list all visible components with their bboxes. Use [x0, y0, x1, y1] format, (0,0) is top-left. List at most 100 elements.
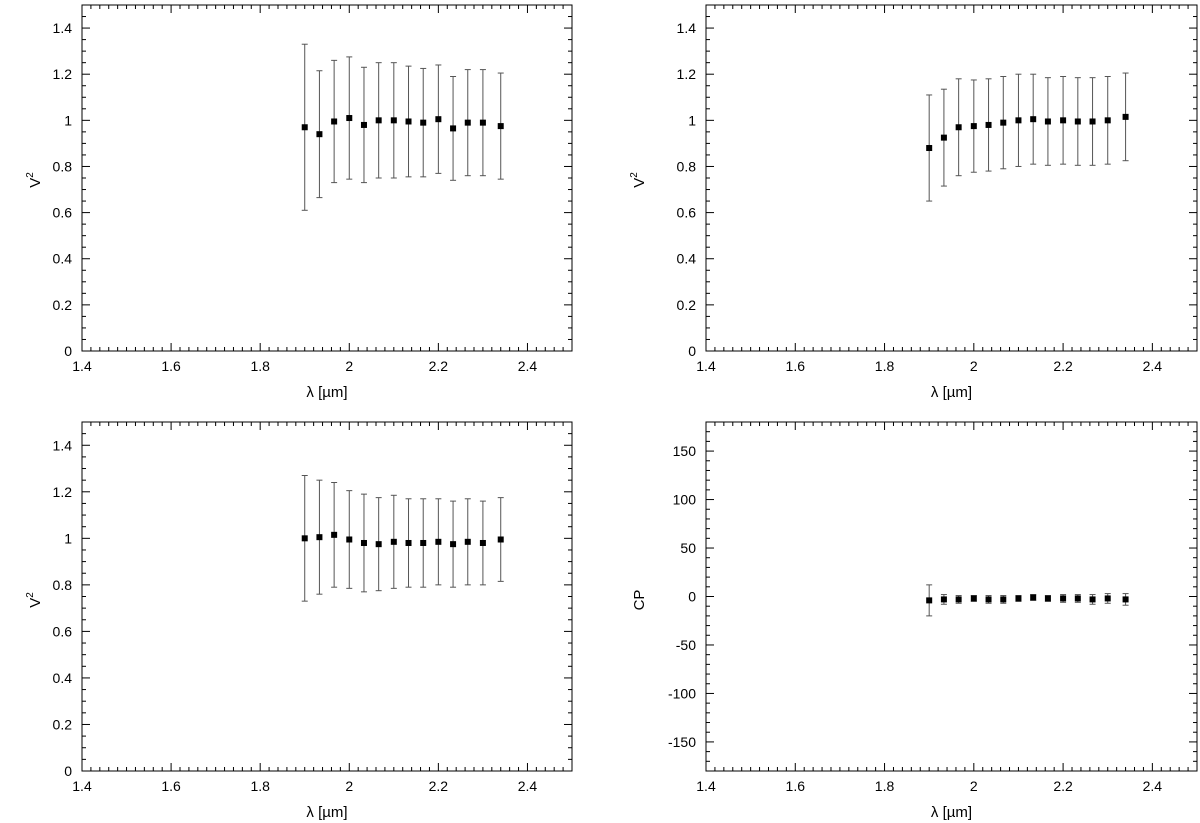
x-tick-label: 2: [345, 778, 353, 794]
y-tick-label: 0: [64, 343, 72, 359]
x-tick-label: 2.4: [1143, 778, 1163, 794]
x-axis-label: λ [µm]: [931, 384, 972, 401]
data-point: [1060, 117, 1067, 124]
x-tick-label: 2.4: [1143, 358, 1163, 374]
x-tick-label: 1.8: [250, 358, 270, 374]
y-tick-label: 1: [688, 112, 696, 128]
x-tick-label: 2.2: [1053, 358, 1073, 374]
x-tick-label: 1.4: [696, 778, 716, 794]
y-tick-label: 0.4: [53, 670, 73, 686]
x-tick-label: 1.4: [72, 358, 92, 374]
chart-panel-top-left: 1.4 1.6 1.8 2 2.2 2.4 0 0.2 0.4 0.6 0.8 1 1.2 1.4 λ [µ…: [25, 4, 573, 401]
data-point: [1015, 117, 1022, 124]
x-tick-label: 1.6: [786, 358, 806, 374]
data-point: [390, 117, 397, 124]
chart-panel-top-right: 1.4 1.6 1.8 2 2.2 2.4 0 0.2 0.4 0.6 0.8 1 1.2 1.4 λ [µ…: [629, 4, 1198, 401]
data-point: [450, 541, 457, 548]
data-point: [940, 596, 947, 603]
x-tick-label: 1.8: [875, 358, 895, 374]
y-tick-label: 1.2: [53, 484, 73, 500]
data-point: [985, 121, 992, 128]
data-point: [301, 124, 308, 131]
data-point: [331, 118, 338, 125]
x-tick-label: 1.4: [696, 358, 716, 374]
chart-panel-bottom-right: 1.4 1.6 1.8 2 2.2 2.4 -150 -100 -50 0 50 100 150 λ [µ…: [631, 421, 1198, 821]
y-axis-label: CP: [631, 590, 648, 611]
data-point: [420, 119, 427, 126]
data-point: [375, 541, 382, 548]
data-point: [1122, 596, 1129, 603]
data-point: [1074, 595, 1081, 602]
data-point: [1000, 119, 1007, 126]
y-tick-label: 100: [673, 492, 697, 508]
y-tick-label: 0.4: [53, 251, 73, 267]
y-tick-label: 0: [688, 343, 696, 359]
y-axis-label: V2: [25, 592, 44, 608]
data-point: [1074, 118, 1081, 125]
y-tick-label: 0.2: [677, 297, 697, 313]
data-point: [464, 538, 471, 545]
x-tick-label: 2.4: [518, 778, 538, 794]
y-tick-label: -100: [668, 685, 696, 701]
data-point: [970, 123, 977, 130]
data-point: [940, 134, 947, 141]
y-tick-label: 0.6: [677, 205, 697, 221]
data-point: [1015, 595, 1022, 602]
y-tick-label: 0.8: [677, 158, 697, 174]
y-tick-label: 1.4: [53, 20, 73, 36]
y-tick-label: 1.2: [53, 66, 73, 82]
data-point: [1060, 595, 1067, 602]
data-point: [405, 539, 412, 546]
data-point: [316, 131, 323, 138]
plot-frame: [705, 4, 1198, 352]
data-point: [1089, 596, 1096, 603]
y-tick-label: 150: [673, 443, 697, 459]
y-tick-label: 0: [688, 589, 696, 605]
data-point: [390, 538, 397, 545]
y-tick-label: 1.4: [677, 20, 697, 36]
data-point: [1089, 118, 1096, 125]
data-point: [1044, 118, 1051, 125]
data-point: [435, 116, 442, 123]
data-point: [435, 538, 442, 545]
data-point: [479, 539, 486, 546]
data-point: [1104, 595, 1111, 602]
x-tick-label: 1.6: [786, 778, 806, 794]
data-point: [1000, 596, 1007, 603]
y-tick-label: 1: [64, 112, 72, 128]
x-axis-label: λ [µm]: [306, 384, 347, 401]
data-point: [346, 115, 353, 122]
y-tick-label: 0.6: [53, 205, 73, 221]
x-tick-label: 2: [345, 358, 353, 374]
data-point: [331, 531, 338, 538]
x-tick-label: 1.8: [250, 778, 270, 794]
y-tick-label: 0.2: [53, 297, 73, 313]
x-tick-label: 2: [970, 358, 978, 374]
data-point: [955, 124, 962, 131]
x-axis-label: λ [µm]: [931, 804, 972, 821]
data-point: [970, 595, 977, 602]
y-tick-label: 0: [64, 763, 72, 779]
x-tick-label: 2.2: [429, 358, 449, 374]
y-tick-label: 0.8: [53, 158, 73, 174]
x-tick-label: 1.6: [161, 358, 181, 374]
y-tick-label: 1: [64, 530, 72, 546]
y-tick-label: 0.4: [677, 251, 697, 267]
data-point: [420, 539, 427, 546]
y-tick-label: -150: [668, 734, 696, 750]
data-point: [360, 121, 367, 128]
data-point: [346, 536, 353, 543]
data-point: [360, 539, 367, 546]
data-point: [301, 535, 308, 542]
y-axis-label: V2: [25, 172, 44, 188]
data-point: [497, 536, 504, 543]
data-point: [405, 118, 412, 125]
data-point: [1030, 116, 1037, 123]
x-tick-label: 2.4: [518, 358, 538, 374]
data-point: [926, 597, 933, 604]
chart-panel-bottom-left: 1.4 1.6 1.8 2 2.2 2.4 0 0.2 0.4 0.6 0.8 1 1.2 1.4 λ [µ…: [25, 421, 573, 821]
x-axis-label: λ [µm]: [306, 804, 347, 821]
plot-frame: [81, 4, 573, 352]
x-tick-label: 2.2: [429, 778, 449, 794]
data-point: [450, 125, 457, 132]
